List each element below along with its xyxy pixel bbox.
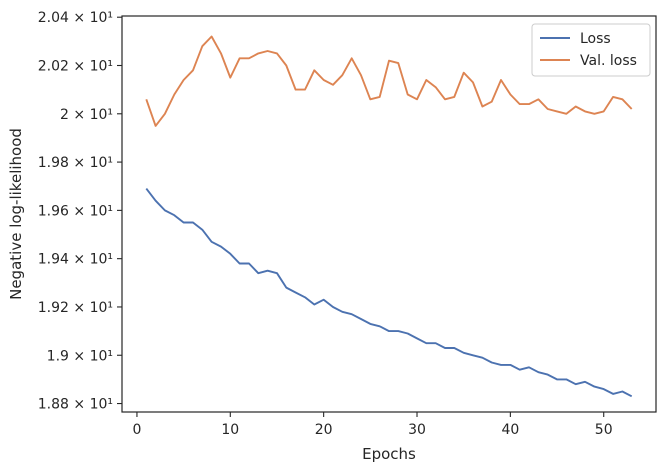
- series-line-val-loss: [145, 35, 633, 127]
- ticks-layer: 0 10 20 30 40 50 1.88 × 10¹ 1.9 × 10¹ 1.92 × 10¹…: [38, 10, 613, 438]
- x-axis-label: Epochs: [362, 445, 416, 463]
- y-axis-label: Negative log-likelihood: [7, 128, 25, 300]
- x-tick-label: 50: [595, 422, 613, 438]
- y-tick-label: 1.92 × 10¹: [38, 300, 113, 316]
- x-tick-label: 10: [221, 422, 239, 438]
- x-tick-label: 40: [501, 422, 519, 438]
- y-tick-label: 1.94 × 10¹: [38, 252, 113, 268]
- x-tick-label: 30: [408, 422, 426, 438]
- y-tick-label: 1.98 × 10¹: [38, 155, 113, 171]
- legend: Loss Val. loss: [531, 23, 651, 77]
- legend-label-val-loss: Val. loss: [580, 53, 637, 69]
- x-tick-label: 20: [315, 422, 333, 438]
- x-tick-label: 0: [132, 422, 141, 438]
- series-line-loss: [145, 188, 633, 398]
- legend-label-loss: Loss: [580, 31, 611, 47]
- y-tick-label: 1.96 × 10¹: [38, 203, 113, 219]
- plot-frame: [121, 15, 657, 413]
- y-tick-label: 2.04 × 10¹: [38, 10, 113, 26]
- y-tick-label: 2.02 × 10¹: [38, 59, 113, 75]
- y-tick-label: 1.9 × 10¹: [47, 348, 113, 364]
- series-lines: [145, 35, 633, 398]
- y-tick-label: 2 × 10¹: [60, 107, 113, 123]
- y-tick-label: 1.88 × 10¹: [38, 397, 113, 413]
